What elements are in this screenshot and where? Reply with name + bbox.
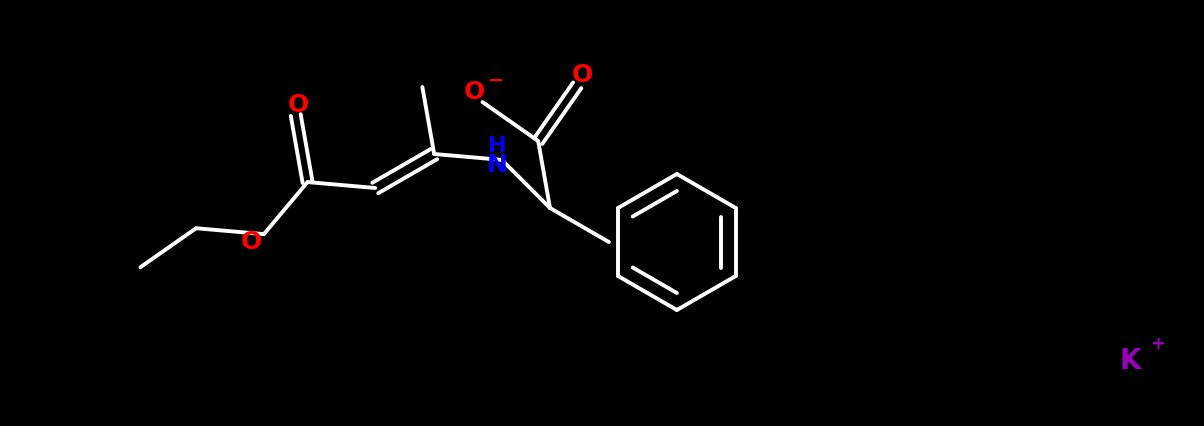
Text: O: O (241, 230, 262, 254)
Text: O: O (572, 63, 592, 87)
Text: O: O (288, 93, 309, 117)
Text: H: H (488, 136, 506, 156)
Text: −: − (489, 71, 504, 89)
Text: N: N (486, 153, 507, 177)
Text: O: O (464, 80, 485, 104)
Text: +: + (1151, 335, 1165, 353)
Text: K: K (1120, 347, 1140, 375)
